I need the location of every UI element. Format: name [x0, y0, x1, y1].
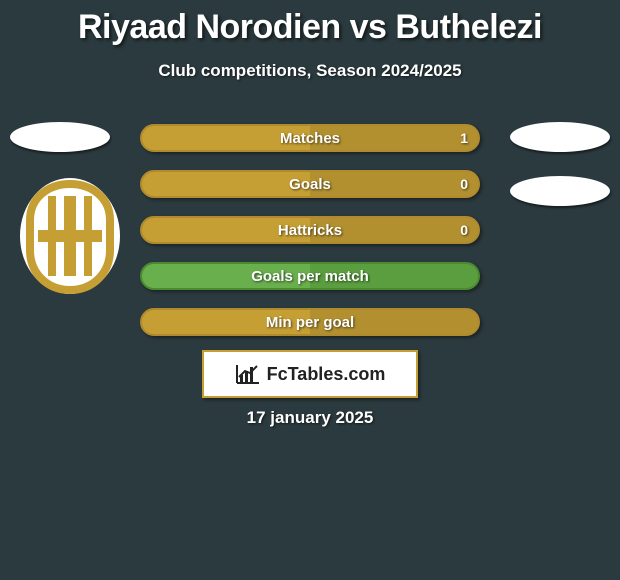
watermark-chart-icon [235, 363, 261, 385]
stat-row-label: Goals per match [142, 264, 478, 288]
stat-row: Goals per match [140, 262, 480, 290]
stat-row-label: Matches [142, 126, 478, 150]
watermark-badge: FcTables.com [202, 350, 418, 398]
player-right-silhouette-2 [510, 176, 610, 206]
stat-row: Goals0 [140, 170, 480, 198]
watermark-text: FcTables.com [267, 364, 386, 385]
stat-row: Matches1 [140, 124, 480, 152]
stat-row-value-right: 0 [460, 172, 468, 196]
player-left-silhouette [10, 122, 110, 152]
stat-row-label: Hattricks [142, 218, 478, 242]
stat-row: Hattricks0 [140, 216, 480, 244]
page-subtitle: Club competitions, Season 2024/2025 [0, 61, 620, 81]
stat-row-label: Goals [142, 172, 478, 196]
stat-row-value-right: 0 [460, 218, 468, 242]
stats-bars: Matches1Goals0Hattricks0Goals per matchM… [140, 124, 480, 354]
stat-row-value-right: 1 [460, 126, 468, 150]
club-crest [20, 178, 120, 294]
date-text: 17 january 2025 [0, 408, 620, 428]
stat-row: Min per goal [140, 308, 480, 336]
stat-row-label: Min per goal [142, 310, 478, 334]
page-title: Riyaad Norodien vs Buthelezi [0, 0, 620, 47]
player-right-silhouette-1 [510, 122, 610, 152]
